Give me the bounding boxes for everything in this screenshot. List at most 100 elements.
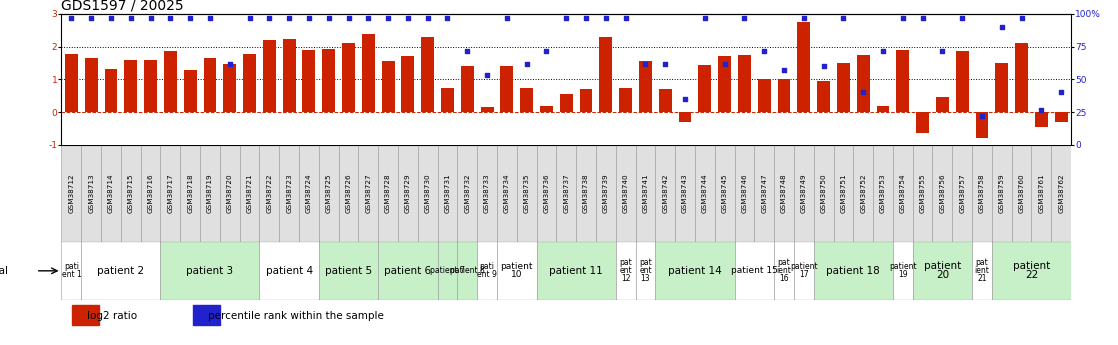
Text: GSM38722: GSM38722 (266, 174, 273, 213)
Bar (192, 305, 220, 325)
Text: patient 6: patient 6 (385, 266, 432, 276)
Text: GSM38725: GSM38725 (325, 174, 332, 213)
Text: patient
19: patient 19 (889, 262, 917, 279)
Text: log2 ratio: log2 ratio (87, 311, 136, 321)
Bar (560, 94, 572, 112)
Bar (699, 65, 711, 112)
Text: pati
ent 1: pati ent 1 (61, 262, 82, 279)
Bar (124, 60, 138, 112)
Bar (897, 50, 909, 112)
Text: GSM38733: GSM38733 (484, 174, 490, 213)
Text: GSM38750: GSM38750 (821, 174, 826, 213)
Bar (655, 145, 675, 242)
Point (993, 24, 1011, 30)
Text: GSM38727: GSM38727 (366, 174, 371, 213)
Point (716, 61, 733, 66)
Text: GSM38712: GSM38712 (68, 174, 75, 213)
Text: GSM38760: GSM38760 (1018, 174, 1024, 213)
Text: GSM38758: GSM38758 (979, 174, 985, 213)
Text: GSM38740: GSM38740 (623, 174, 628, 213)
Bar (259, 241, 319, 300)
Bar (794, 145, 814, 242)
Text: GSM38720: GSM38720 (227, 174, 233, 213)
Bar (579, 89, 593, 112)
Point (479, 73, 496, 78)
Bar (421, 37, 434, 112)
Point (695, 15, 713, 20)
Point (973, 113, 991, 119)
Bar (501, 66, 513, 112)
Bar (164, 50, 177, 112)
Bar (695, 145, 714, 242)
Point (498, 15, 515, 20)
Point (577, 15, 595, 20)
Bar (398, 145, 418, 242)
Text: pat
ient
21: pat ient 21 (975, 258, 989, 283)
Bar (837, 63, 850, 112)
Text: GSM38732: GSM38732 (464, 174, 471, 213)
Bar (85, 58, 97, 112)
Bar (1015, 43, 1027, 112)
Bar (303, 50, 315, 112)
Bar (834, 145, 853, 242)
Text: GSM38741: GSM38741 (643, 174, 648, 213)
Text: GSM38713: GSM38713 (88, 174, 94, 213)
Bar (596, 145, 616, 242)
Bar (774, 145, 794, 242)
Bar (877, 106, 890, 112)
Bar (61, 145, 82, 242)
Point (260, 15, 278, 20)
Bar (342, 43, 354, 112)
Bar (992, 145, 1012, 242)
Bar (635, 145, 655, 242)
Point (1052, 90, 1070, 95)
Bar (82, 145, 101, 242)
Point (300, 15, 318, 20)
Point (220, 61, 238, 66)
Point (538, 48, 556, 53)
Bar (1012, 145, 1032, 242)
Bar (239, 145, 259, 242)
Bar (755, 145, 774, 242)
Bar (144, 60, 157, 112)
Text: GSM38729: GSM38729 (405, 174, 411, 213)
Text: GSM38726: GSM38726 (345, 174, 351, 213)
Bar (735, 241, 774, 300)
Text: patient 11: patient 11 (549, 266, 603, 276)
Point (756, 48, 774, 53)
Text: GSM38747: GSM38747 (761, 174, 767, 213)
Text: GSM38756: GSM38756 (939, 174, 946, 213)
Bar (283, 39, 295, 112)
Text: GSM38746: GSM38746 (741, 174, 748, 213)
Bar (778, 79, 790, 112)
Point (954, 15, 972, 20)
Bar (932, 145, 953, 242)
Bar (339, 145, 359, 242)
Bar (362, 34, 375, 112)
Bar (853, 145, 873, 242)
Text: GSM38719: GSM38719 (207, 174, 212, 213)
Point (438, 15, 456, 20)
Point (359, 15, 377, 20)
Point (399, 15, 417, 20)
Text: GSM38745: GSM38745 (721, 174, 728, 213)
Point (1032, 107, 1050, 112)
Point (320, 15, 338, 20)
Text: pat
ent
12: pat ent 12 (619, 258, 632, 283)
Point (142, 15, 160, 20)
Text: GSM38737: GSM38737 (563, 174, 569, 213)
Text: patient
17: patient 17 (790, 262, 817, 279)
Bar (461, 66, 474, 112)
Bar (557, 145, 576, 242)
Point (815, 63, 833, 69)
Point (419, 15, 437, 20)
Bar (635, 241, 655, 300)
Point (161, 15, 179, 20)
Text: GSM38716: GSM38716 (148, 174, 153, 213)
Bar (679, 112, 691, 122)
Text: GSM38761: GSM38761 (1039, 174, 1044, 213)
Text: GSM38759: GSM38759 (998, 174, 1005, 213)
Bar (105, 69, 117, 112)
Bar (161, 241, 259, 300)
Bar (259, 145, 280, 242)
